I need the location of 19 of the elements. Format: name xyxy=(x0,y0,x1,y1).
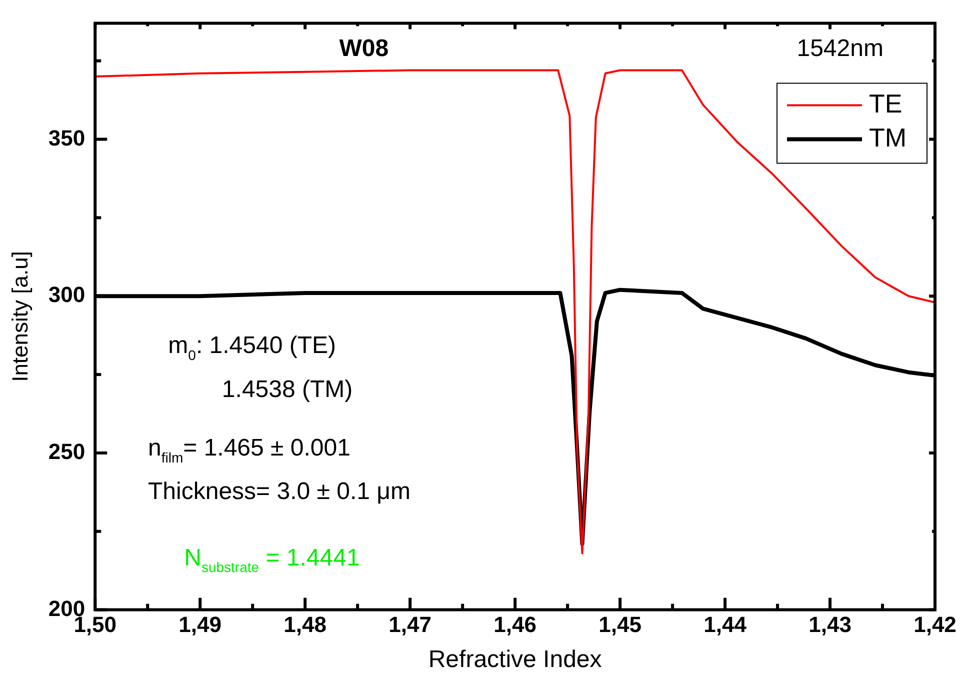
text: W08 xyxy=(339,35,389,62)
y-tick-label: 350 xyxy=(48,125,86,150)
x-tick-label: 1,49 xyxy=(178,612,222,638)
x-tick-label: 1,48 xyxy=(284,612,326,638)
legend-label: TM xyxy=(869,122,907,152)
x-tick-label: 1,47 xyxy=(388,612,432,638)
y-tick-label: 300 xyxy=(48,282,86,308)
x-tick-label: 1,43 xyxy=(808,612,852,638)
annotation: Thickness= 3.0 ± 0.1 μm xyxy=(148,478,410,506)
x-axis-title: Refractive Index xyxy=(428,646,602,674)
x-tick-label: 1,46 xyxy=(494,612,536,638)
x-tick-label: 1,44 xyxy=(704,612,748,638)
annotation: 1.4538 (TM) xyxy=(222,376,353,404)
legend-label: TE xyxy=(869,88,902,118)
y-axis-title: Intensity [a.u] xyxy=(7,251,32,382)
y-tick-label: 250 xyxy=(48,439,86,464)
annotation: 1542nm xyxy=(796,35,884,62)
x-tick-label: 1,42 xyxy=(914,612,956,638)
x-tick-label: 1,45 xyxy=(598,612,642,638)
